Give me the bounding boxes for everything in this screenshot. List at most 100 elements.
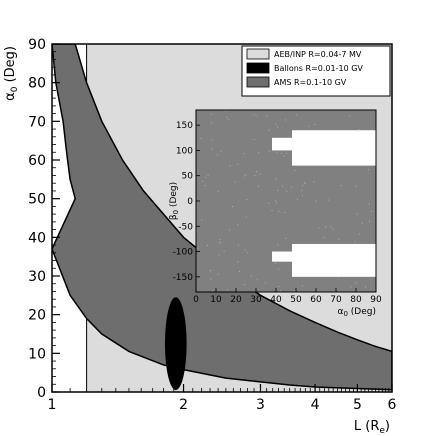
inset-speckle	[301, 195, 303, 197]
inset-speckle	[354, 241, 356, 243]
x-axis-title-main: L (R	[354, 419, 379, 434]
inset-speckle	[220, 150, 222, 152]
inset-speckle	[278, 268, 280, 270]
inset-speckle	[278, 210, 280, 212]
inset-speckle	[254, 175, 256, 177]
inset-speckle	[266, 115, 268, 117]
inset-speckle	[355, 185, 357, 187]
inset-speckle	[275, 202, 277, 204]
inset-speckle	[355, 282, 357, 284]
inset-speckle	[365, 286, 367, 288]
inset-speckle	[244, 249, 246, 251]
inset-speckle	[216, 154, 218, 156]
y-axis-title-sub: 0	[10, 86, 20, 92]
inset-speckle	[271, 210, 273, 212]
y-tick-label: 70	[28, 114, 46, 130]
legend-label: Ballons R=0.01-10 GV	[274, 64, 363, 73]
inset-speckle	[259, 173, 261, 175]
inset-speckle	[274, 200, 276, 202]
x-axis-title-close: )	[385, 419, 390, 434]
inset-y-axis-title-main: β	[169, 214, 179, 220]
inset-speckle	[286, 190, 288, 192]
inset-excluded-region	[272, 137, 292, 151]
inset-speckle	[359, 233, 361, 235]
inset-speckle	[323, 236, 325, 238]
inset-y-tick-label: -150	[173, 273, 194, 283]
inset-speckle	[350, 286, 352, 288]
inset-clip-group	[196, 110, 376, 292]
inset-speckle	[245, 174, 247, 176]
inset-speckle	[368, 203, 370, 205]
inset-speckle	[234, 181, 236, 183]
inset-excluded-region	[292, 243, 376, 277]
inset-speckle	[313, 181, 315, 183]
inset-speckle	[349, 115, 351, 117]
inset-speckle	[227, 119, 229, 121]
inset-y-tick-label: 0	[187, 197, 193, 207]
inset-speckle	[294, 170, 296, 172]
inset-speckle	[275, 178, 277, 180]
plot-frame	[51, 43, 393, 393]
inset-speckle	[340, 185, 342, 187]
inset-y-tick-label: -100	[173, 248, 194, 258]
x-axis-title-sub: e	[379, 426, 385, 436]
inset-speckle	[218, 242, 220, 244]
inset-speckle	[301, 285, 303, 287]
inset-speckle	[258, 152, 260, 154]
y-tick-label: 10	[28, 346, 46, 362]
legend-swatch	[246, 62, 270, 74]
inset-speckle	[209, 270, 211, 272]
inset-speckle	[217, 273, 219, 275]
inset-speckle	[308, 125, 310, 127]
inset-speckle	[277, 189, 279, 191]
inset-speckle	[201, 219, 203, 221]
inset-speckle	[318, 227, 320, 229]
inset-speckle	[226, 116, 228, 118]
inset-speckle	[247, 252, 249, 254]
inset-speckle	[278, 286, 280, 288]
inset-speckle	[211, 139, 213, 141]
y-tick-label: 30	[28, 269, 46, 285]
inset-speckle	[220, 241, 222, 243]
inset-speckle	[280, 290, 282, 292]
inset-speckle	[255, 115, 257, 117]
inset-speckle	[367, 169, 369, 171]
y-axis-title-main: α	[3, 92, 18, 101]
inset-speckle	[238, 270, 240, 272]
inset-x-tick-label: 10	[210, 295, 222, 305]
inset-speckle	[218, 254, 220, 256]
inset-speckle	[250, 275, 252, 277]
inset-x-tick-label: 70	[330, 295, 342, 305]
y-tick-label: 0	[37, 385, 46, 401]
x-tick-label: 1	[48, 397, 57, 413]
inset-speckle	[325, 226, 327, 228]
inset-speckle	[282, 185, 284, 187]
inset-speckle	[217, 190, 219, 192]
inset-x-axis-title: α0 (Deg)	[338, 307, 376, 318]
inset-speckle	[244, 284, 246, 286]
inset-speckle	[245, 216, 247, 218]
inset-speckle	[229, 165, 231, 167]
inset-speckle	[237, 163, 239, 165]
y-tick-label: 50	[28, 192, 46, 208]
inset-speckle	[257, 185, 259, 187]
inset-speckle	[358, 129, 360, 131]
inset-speckle	[210, 122, 212, 124]
inset-speckle	[256, 279, 258, 281]
balloons-region	[164, 297, 187, 391]
inset-speckle	[237, 224, 239, 226]
inset-speckle	[243, 153, 245, 155]
inset-speckle	[361, 222, 363, 224]
inset-speckle	[252, 113, 254, 115]
inset-speckle	[207, 174, 209, 176]
legend-swatch	[246, 76, 270, 88]
x-tick-label: 3	[256, 397, 265, 413]
inset-x-tick-label: 30	[250, 295, 262, 305]
inset-speckle	[294, 290, 296, 292]
x-axis-title: L (Re)	[354, 419, 390, 436]
inset-speckle	[275, 123, 277, 125]
inset-speckle	[283, 155, 285, 157]
